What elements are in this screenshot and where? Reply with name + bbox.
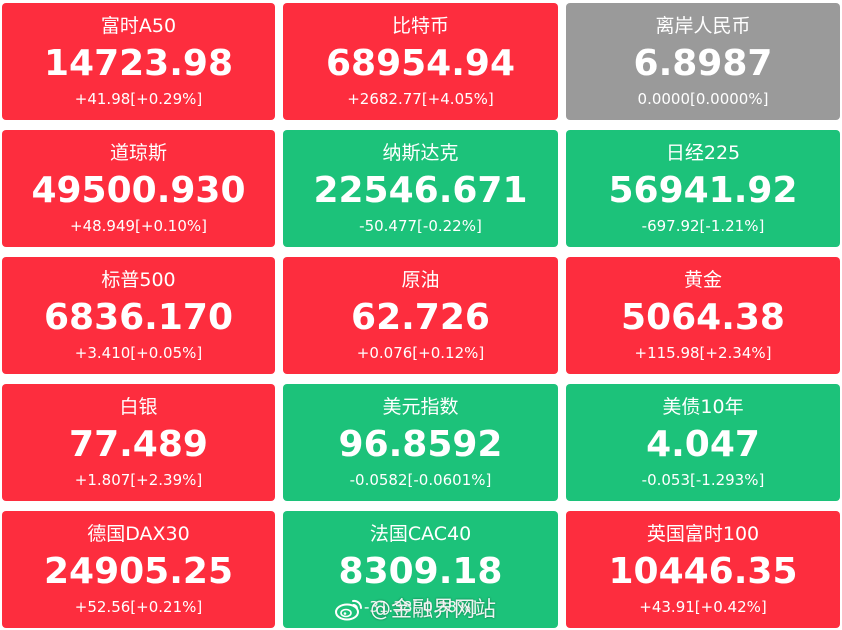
quote-tile-offshore-rmb[interactable]: 离岸人民币 6.8987 0.0000[0.0000%] <box>566 3 840 120</box>
quote-name: 标普500 <box>101 269 176 291</box>
quote-tile-ftse-100[interactable]: 英国富时100 10446.35 +43.91[+0.42%] <box>566 511 840 628</box>
quote-tile-ftse-china-a50[interactable]: 富时A50 14723.98 +41.98[+0.29%] <box>2 3 275 120</box>
quote-price: 6.8987 <box>633 43 773 84</box>
quote-change: +3.410[+0.05%] <box>74 344 203 362</box>
quote-name: 日经225 <box>665 142 741 164</box>
quote-tile-silver[interactable]: 白银 77.489 +1.807[+2.39%] <box>2 384 275 501</box>
quote-change: +115.98[+2.34%] <box>634 344 772 362</box>
quote-price: 56941.92 <box>608 170 798 211</box>
quote-price: 10446.35 <box>608 551 798 592</box>
quote-name: 美债10年 <box>662 396 744 418</box>
quote-price: 6836.170 <box>43 297 234 338</box>
market-quote-grid: 富时A50 14723.98 +41.98[+0.29%] 比特币 68954.… <box>2 3 840 628</box>
quote-change: -50.477[-0.22%] <box>359 217 482 235</box>
quote-name: 法国CAC40 <box>369 523 472 545</box>
quote-change: 0.0000[0.0000%] <box>637 90 769 108</box>
quote-change: +48.949[+0.10%] <box>70 217 207 235</box>
quote-change: +0.076[+0.12%] <box>356 344 485 362</box>
quote-price: 4.047 <box>646 424 760 465</box>
quote-change: +52.56[+0.21%] <box>74 598 203 616</box>
quote-tile-us-10y-treasury[interactable]: 美债10年 4.047 -0.053[-1.293%] <box>566 384 840 501</box>
quote-change: +41.98[+0.29%] <box>74 90 203 108</box>
quote-price: 77.489 <box>69 424 208 465</box>
quote-tile-dollar-index[interactable]: 美元指数 96.8592 -0.0582[-0.0601%] <box>283 384 558 501</box>
quote-price: 5064.38 <box>621 297 785 338</box>
quote-name: 纳斯达克 <box>382 142 459 164</box>
quote-price: 14723.98 <box>43 43 234 84</box>
quote-price: 68954.94 <box>325 43 516 84</box>
quote-price: 96.8592 <box>338 424 503 465</box>
quote-name: 黄金 <box>683 269 722 291</box>
quote-price: 22546.671 <box>313 170 528 211</box>
quote-tile-sp500[interactable]: 标普500 6836.170 +3.410[+0.05%] <box>2 257 275 374</box>
quote-name: 美元指数 <box>382 396 459 418</box>
quote-change: -697.92[-1.21%] <box>641 217 765 235</box>
quote-tile-nikkei-225[interactable]: 日经225 56941.92 -697.92[-1.21%] <box>566 130 840 247</box>
quote-name: 离岸人民币 <box>655 15 751 37</box>
quote-tile-gold[interactable]: 黄金 5064.38 +115.98[+2.34%] <box>566 257 840 374</box>
quote-name: 比特币 <box>391 15 449 37</box>
quote-name: 英国富时100 <box>646 523 760 545</box>
quote-name: 原油 <box>401 269 440 291</box>
quote-change: +43.91[+0.42%] <box>639 598 767 616</box>
quote-change: -31.38[-0.38%] <box>363 598 478 616</box>
quote-tile-dow-jones[interactable]: 道琼斯 49500.930 +48.949[+0.10%] <box>2 130 275 247</box>
quote-tile-dax30[interactable]: 德国DAX30 24905.25 +52.56[+0.21%] <box>2 511 275 628</box>
quote-change: -0.053[-1.293%] <box>641 471 765 489</box>
quote-tile-crude-oil[interactable]: 原油 62.726 +0.076[+0.12%] <box>283 257 558 374</box>
quote-name: 德国DAX30 <box>87 523 190 545</box>
quote-name: 富时A50 <box>100 15 177 37</box>
quote-price: 24905.25 <box>43 551 234 592</box>
quote-change: -0.0582[-0.0601%] <box>349 471 492 489</box>
quote-price: 62.726 <box>351 297 490 338</box>
quote-tile-cac40[interactable]: 法国CAC40 8309.18 -31.38[-0.38%] <box>283 511 558 628</box>
quote-name: 白银 <box>119 396 158 418</box>
quote-change: +2682.77[+4.05%] <box>347 90 494 108</box>
quote-tile-bitcoin[interactable]: 比特币 68954.94 +2682.77[+4.05%] <box>283 3 558 120</box>
quote-tile-nasdaq[interactable]: 纳斯达克 22546.671 -50.477[-0.22%] <box>283 130 558 247</box>
quote-price: 49500.930 <box>31 170 246 211</box>
quote-change: +1.807[+2.39%] <box>74 471 203 489</box>
quote-price: 8309.18 <box>338 551 503 592</box>
quote-name: 道琼斯 <box>109 142 167 164</box>
